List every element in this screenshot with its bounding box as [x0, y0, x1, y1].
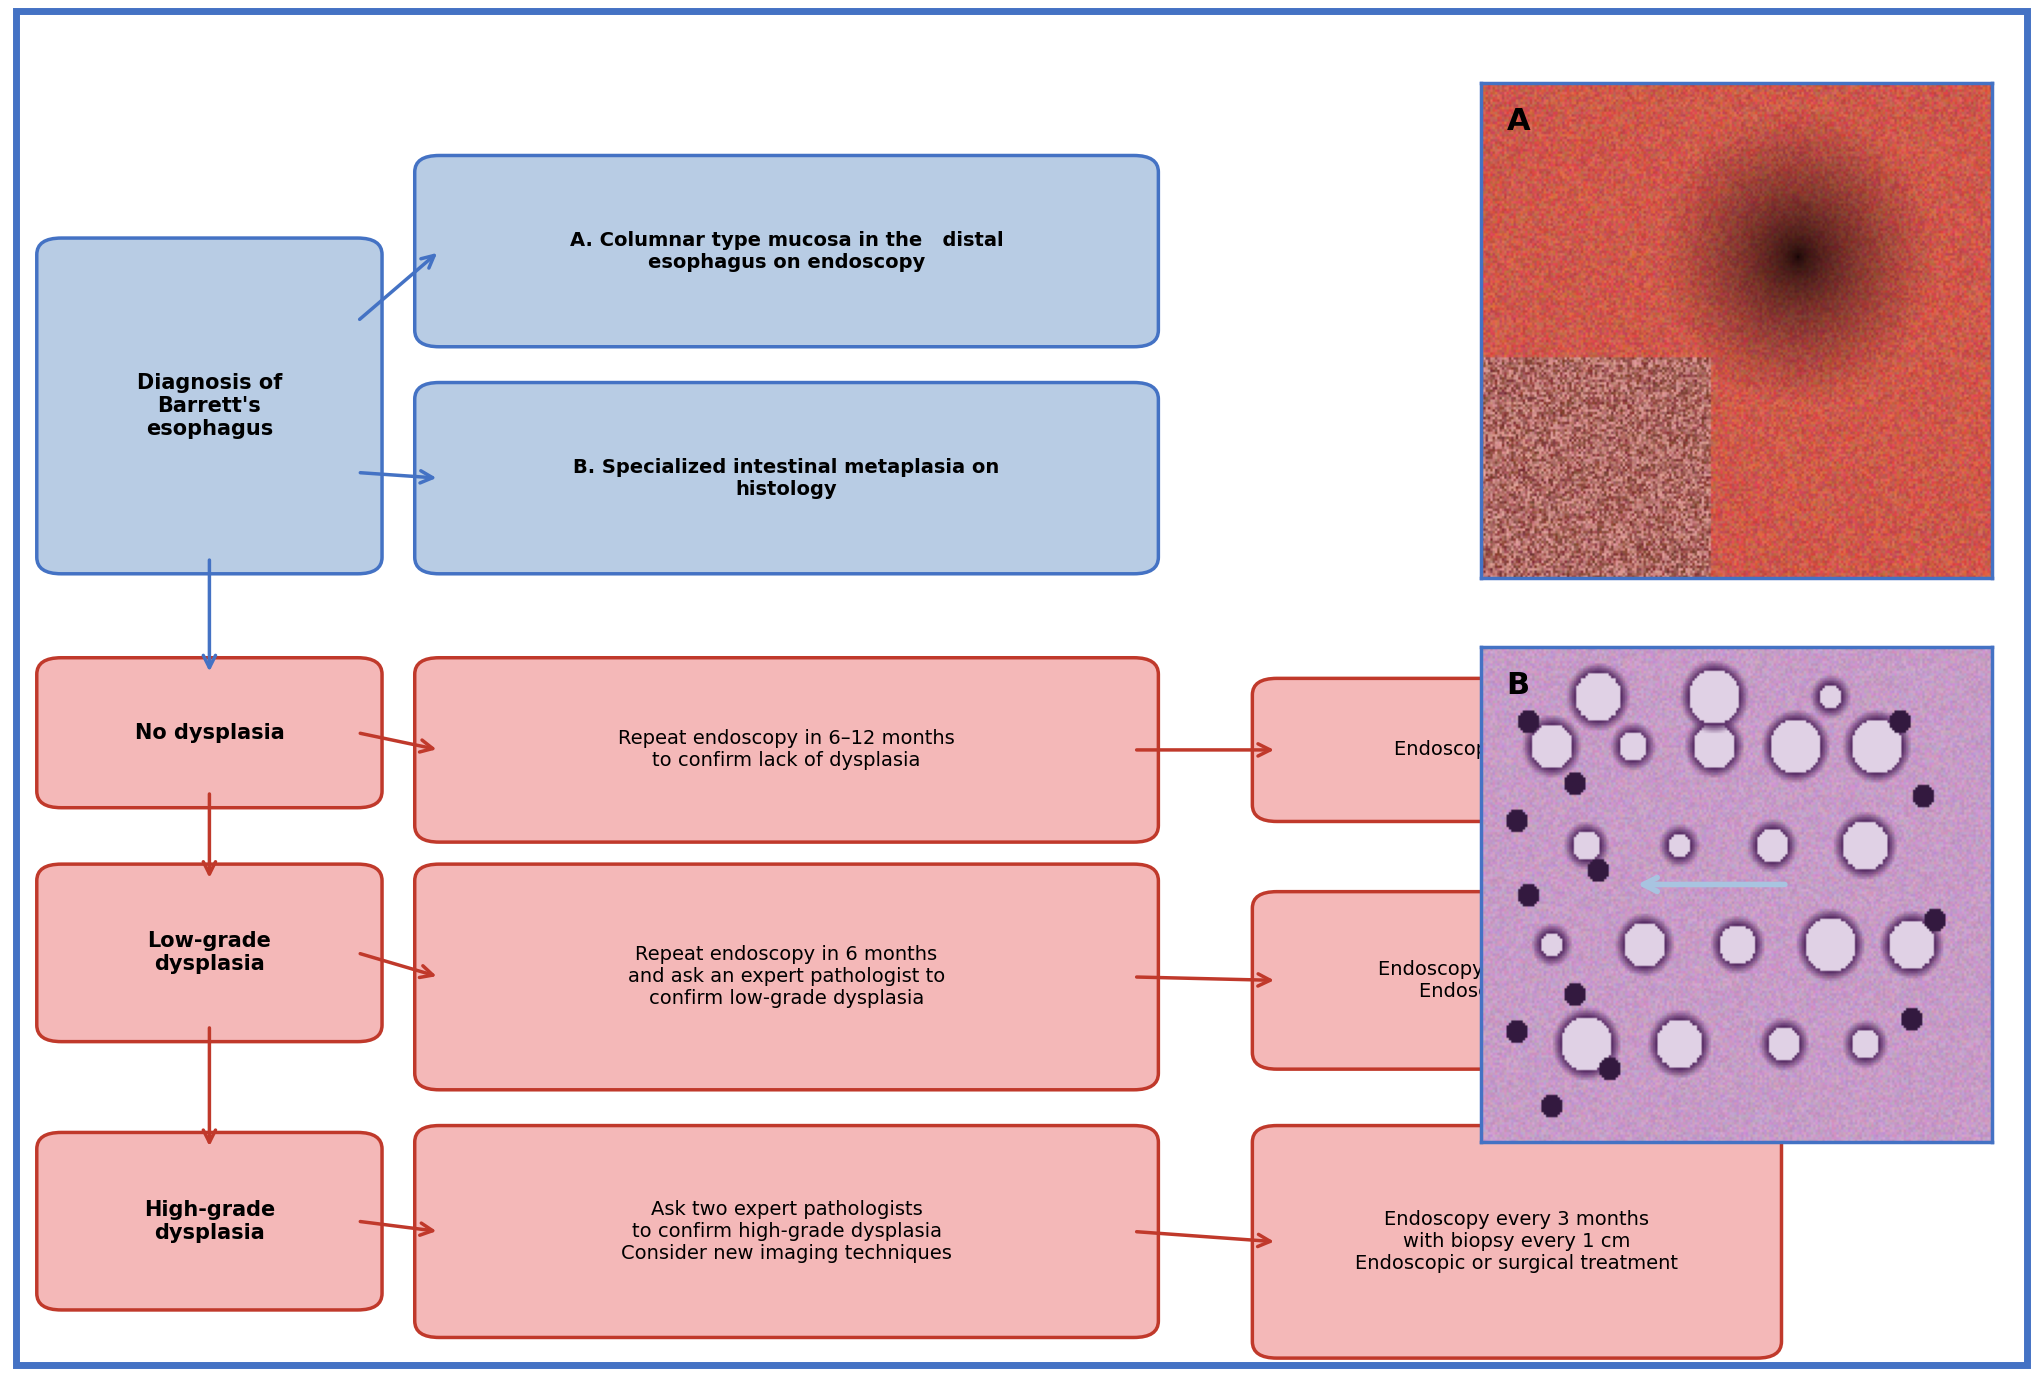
FancyBboxPatch shape [37, 864, 382, 1042]
Text: Repeat endoscopy in 6–12 months
to confirm lack of dysplasia: Repeat endoscopy in 6–12 months to confi… [619, 729, 954, 771]
Text: Endoscopy every 3 months
with biopsy every 1 cm
Endoscopic or surgical treatment: Endoscopy every 3 months with biopsy eve… [1355, 1211, 1679, 1273]
FancyBboxPatch shape [415, 658, 1158, 842]
Text: Endoscopy every 12 months
Endoscopic ablation: Endoscopy every 12 months Endoscopic abl… [1379, 960, 1655, 1000]
FancyBboxPatch shape [415, 155, 1158, 347]
Text: High-grade
dysplasia: High-grade dysplasia [143, 1200, 276, 1243]
FancyBboxPatch shape [415, 864, 1158, 1090]
FancyBboxPatch shape [1252, 678, 1781, 821]
Text: A: A [1508, 107, 1530, 136]
FancyBboxPatch shape [1252, 892, 1781, 1069]
Text: B. Specialized intestinal metaplasia on
histology: B. Specialized intestinal metaplasia on … [574, 458, 999, 498]
FancyBboxPatch shape [37, 1132, 382, 1310]
FancyBboxPatch shape [37, 658, 382, 808]
FancyBboxPatch shape [415, 1126, 1158, 1337]
Text: Ask two expert pathologists
to confirm high-grade dysplasia
Consider new imaging: Ask two expert pathologists to confirm h… [621, 1200, 952, 1263]
Text: A. Columnar type mucosa in the   distal
esophagus on endoscopy: A. Columnar type mucosa in the distal es… [570, 231, 1003, 271]
Text: B: B [1508, 671, 1530, 700]
Text: No dysplasia: No dysplasia [135, 722, 284, 743]
FancyBboxPatch shape [37, 238, 382, 574]
Text: Diagnosis of
Barrett's
esophagus: Diagnosis of Barrett's esophagus [137, 373, 282, 439]
FancyBboxPatch shape [1252, 1126, 1781, 1358]
Text: Repeat endoscopy in 6 months
and ask an expert pathologist to
confirm low-grade : Repeat endoscopy in 6 months and ask an … [627, 945, 946, 1009]
Text: Low-grade
dysplasia: Low-grade dysplasia [147, 932, 272, 974]
FancyBboxPatch shape [415, 383, 1158, 574]
Text: Endoscopy every 3 years: Endoscopy every 3 years [1393, 740, 1641, 760]
